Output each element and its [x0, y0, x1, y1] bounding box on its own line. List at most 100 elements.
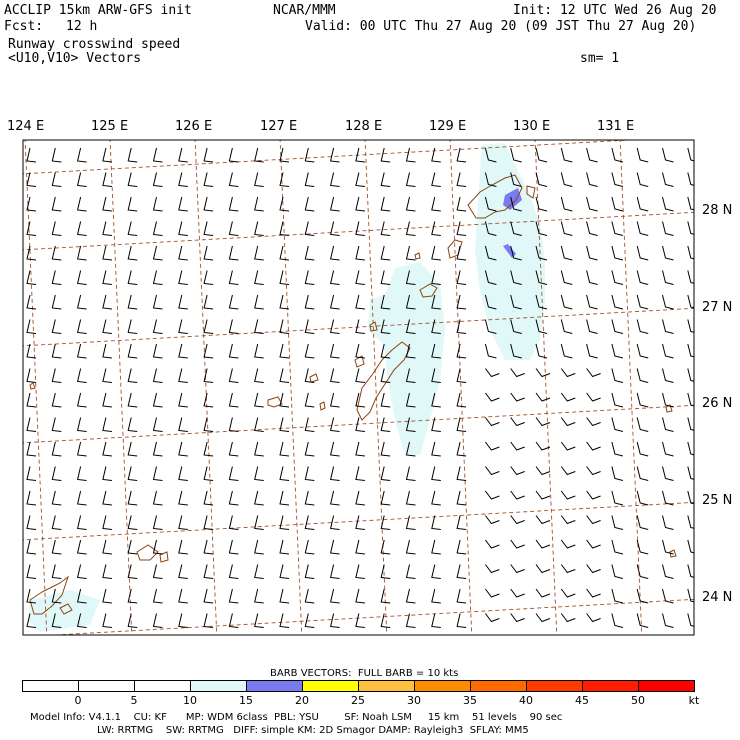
- wind-barb: [152, 196, 163, 212]
- wind-barb: [26, 270, 37, 285]
- wind-barb: [127, 319, 138, 334]
- wind-barb: [26, 221, 37, 236]
- wind-barb: [329, 172, 340, 187]
- wind-barb: [560, 368, 576, 378]
- wind-barb: [456, 613, 467, 628]
- wind-barb: [560, 588, 576, 598]
- wind-barb: [26, 466, 37, 481]
- wind-barb: [51, 196, 62, 212]
- wind-barb: [152, 417, 163, 432]
- wind-barb: [611, 466, 624, 481]
- wind-barb: [102, 343, 112, 359]
- lon-label: 126 E: [175, 119, 213, 134]
- valid-time: Valid: 00 UTC Thu 27 Aug 20 (09 JST Thu …: [305, 19, 697, 34]
- wind-barb: [535, 613, 551, 623]
- wind-barb: [203, 515, 214, 530]
- wind-barb: [510, 564, 525, 574]
- wind-barb: [560, 613, 576, 623]
- wind-barb: [636, 466, 649, 481]
- wind-barb: [380, 564, 391, 579]
- wind-barb: [127, 245, 138, 261]
- wind-barb: [178, 294, 188, 310]
- wind-barb: [431, 417, 441, 432]
- wind-barb: [102, 515, 112, 530]
- wind-barb: [431, 172, 441, 187]
- wind-barb: [304, 319, 315, 334]
- wind-barb: [26, 613, 37, 628]
- wind-barb: [228, 490, 239, 506]
- wind-barb: [76, 343, 87, 359]
- wind-barb: [510, 466, 525, 476]
- wind-barb: [355, 245, 365, 261]
- wind-barb: [560, 515, 576, 525]
- wind-barb: [228, 368, 239, 383]
- wind-barb: [102, 172, 112, 187]
- lat-label: 26 N: [702, 396, 733, 411]
- wind-barb: [51, 294, 62, 310]
- wind-barb: [329, 588, 340, 604]
- wind-barb: [662, 147, 674, 163]
- wind-barb: [687, 270, 694, 284]
- wind-barb: [102, 196, 112, 212]
- wind-barb: [636, 343, 649, 359]
- wind-barb: [662, 392, 674, 408]
- wind-barb: [586, 294, 598, 310]
- wind-barb: [355, 221, 365, 236]
- wind-barb: [431, 588, 441, 604]
- wind-barb: [304, 588, 315, 604]
- wind-barb: [484, 343, 497, 359]
- wind-barb: [51, 172, 62, 187]
- wind-barb: [510, 441, 525, 451]
- coastline: [29, 174, 677, 615]
- wind-barb: [203, 368, 214, 383]
- coast-outline: [136, 544, 159, 561]
- wind-barb: [484, 147, 497, 163]
- lat-label: 27 N: [702, 300, 733, 315]
- wind-barb: [127, 441, 138, 457]
- wind-barb: [304, 417, 315, 432]
- wind-barb: [687, 564, 694, 578]
- wind-barb: [178, 392, 188, 408]
- wind-barb: [76, 196, 87, 212]
- wind-barb: [662, 172, 674, 187]
- wind-barb: [279, 564, 290, 579]
- wind-barb: [456, 539, 467, 555]
- wind-barb: [355, 417, 365, 432]
- wind-barb: [586, 613, 601, 623]
- wind-barb: [431, 441, 441, 457]
- wind-barb: [127, 221, 138, 236]
- longitude-line: [534, 140, 558, 635]
- lon-label: 124 E: [7, 119, 45, 134]
- wind-barb: [586, 368, 601, 378]
- wind-barb: [456, 343, 467, 359]
- wind-barb: [76, 172, 87, 187]
- wind-barb: [485, 613, 500, 623]
- wind-barb: [203, 564, 214, 579]
- wind-barb: [203, 466, 214, 481]
- wind-barb: [254, 368, 264, 383]
- lat-lon-grid: [23, 140, 694, 635]
- wind-barb: [662, 196, 674, 212]
- wind-barb: [380, 441, 391, 457]
- wind-barb: [560, 441, 576, 451]
- wind-barb: [560, 319, 573, 334]
- lon-label: 125 E: [91, 119, 129, 134]
- wind-barb: [586, 441, 601, 451]
- wind-barb: [636, 172, 649, 187]
- wind-barb: [456, 270, 467, 285]
- wind-barb: [535, 564, 551, 574]
- wind-barb: [127, 172, 138, 187]
- wind-barb: [76, 392, 87, 408]
- wind-barb: [26, 368, 37, 383]
- wind-barb: [687, 392, 694, 407]
- wind-barb: [254, 196, 264, 212]
- wind-barb: [51, 441, 62, 457]
- wind-barb: [102, 221, 112, 236]
- wind-barb: [431, 147, 441, 163]
- field-name: Runway crosswind speed: [8, 37, 181, 52]
- wind-barb: [560, 343, 573, 359]
- wind-barb: [304, 392, 315, 408]
- wind-barb: [456, 466, 467, 481]
- wind-barb: [203, 270, 214, 285]
- wind-barb: [355, 490, 365, 506]
